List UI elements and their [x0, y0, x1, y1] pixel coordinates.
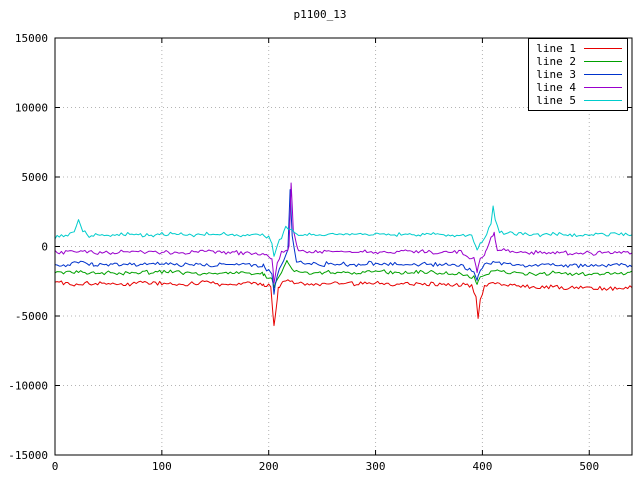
x-tick-label: 200: [259, 460, 279, 473]
y-tick-label: -10000: [8, 380, 48, 393]
x-tick-label: 0: [52, 460, 59, 473]
legend-label: line 4: [536, 81, 576, 94]
legend-line-sample: [584, 74, 622, 75]
series-group: [55, 182, 632, 327]
x-tick-label: 400: [472, 460, 492, 473]
series-line-5: [55, 205, 632, 257]
x-tick-label: 300: [366, 460, 386, 473]
legend-line-sample: [584, 61, 622, 62]
series-line-1: [55, 279, 632, 327]
legend-item-4: line 4: [536, 81, 622, 94]
y-tick-label: 5000: [22, 171, 49, 184]
y-tick-label: 10000: [15, 102, 48, 115]
series-line-4: [55, 182, 632, 284]
chart-title: p1100_13: [293, 8, 347, 21]
y-tick-label: 0: [41, 241, 48, 254]
y-tick-label: -5000: [15, 310, 48, 323]
x-tick-label: 100: [152, 460, 172, 473]
series-line-3: [55, 189, 632, 295]
legend-label: line 1: [536, 42, 576, 55]
series-line-2: [55, 259, 632, 289]
legend-line-sample: [584, 87, 622, 88]
legend-label: line 5: [536, 94, 576, 107]
y-tick-label: -15000: [8, 449, 48, 462]
legend-label: line 2: [536, 55, 576, 68]
legend-label: line 3: [536, 68, 576, 81]
legend: line 1 line 2 line 3 line 4 line 5: [528, 38, 628, 111]
legend-item-2: line 2: [536, 55, 622, 68]
x-tick-label: 500: [579, 460, 599, 473]
legend-item-5: line 5: [536, 94, 622, 107]
y-tick-label: 15000: [15, 32, 48, 45]
legend-item-1: line 1: [536, 42, 622, 55]
legend-item-3: line 3: [536, 68, 622, 81]
legend-line-sample: [584, 48, 622, 49]
legend-line-sample: [584, 100, 622, 101]
